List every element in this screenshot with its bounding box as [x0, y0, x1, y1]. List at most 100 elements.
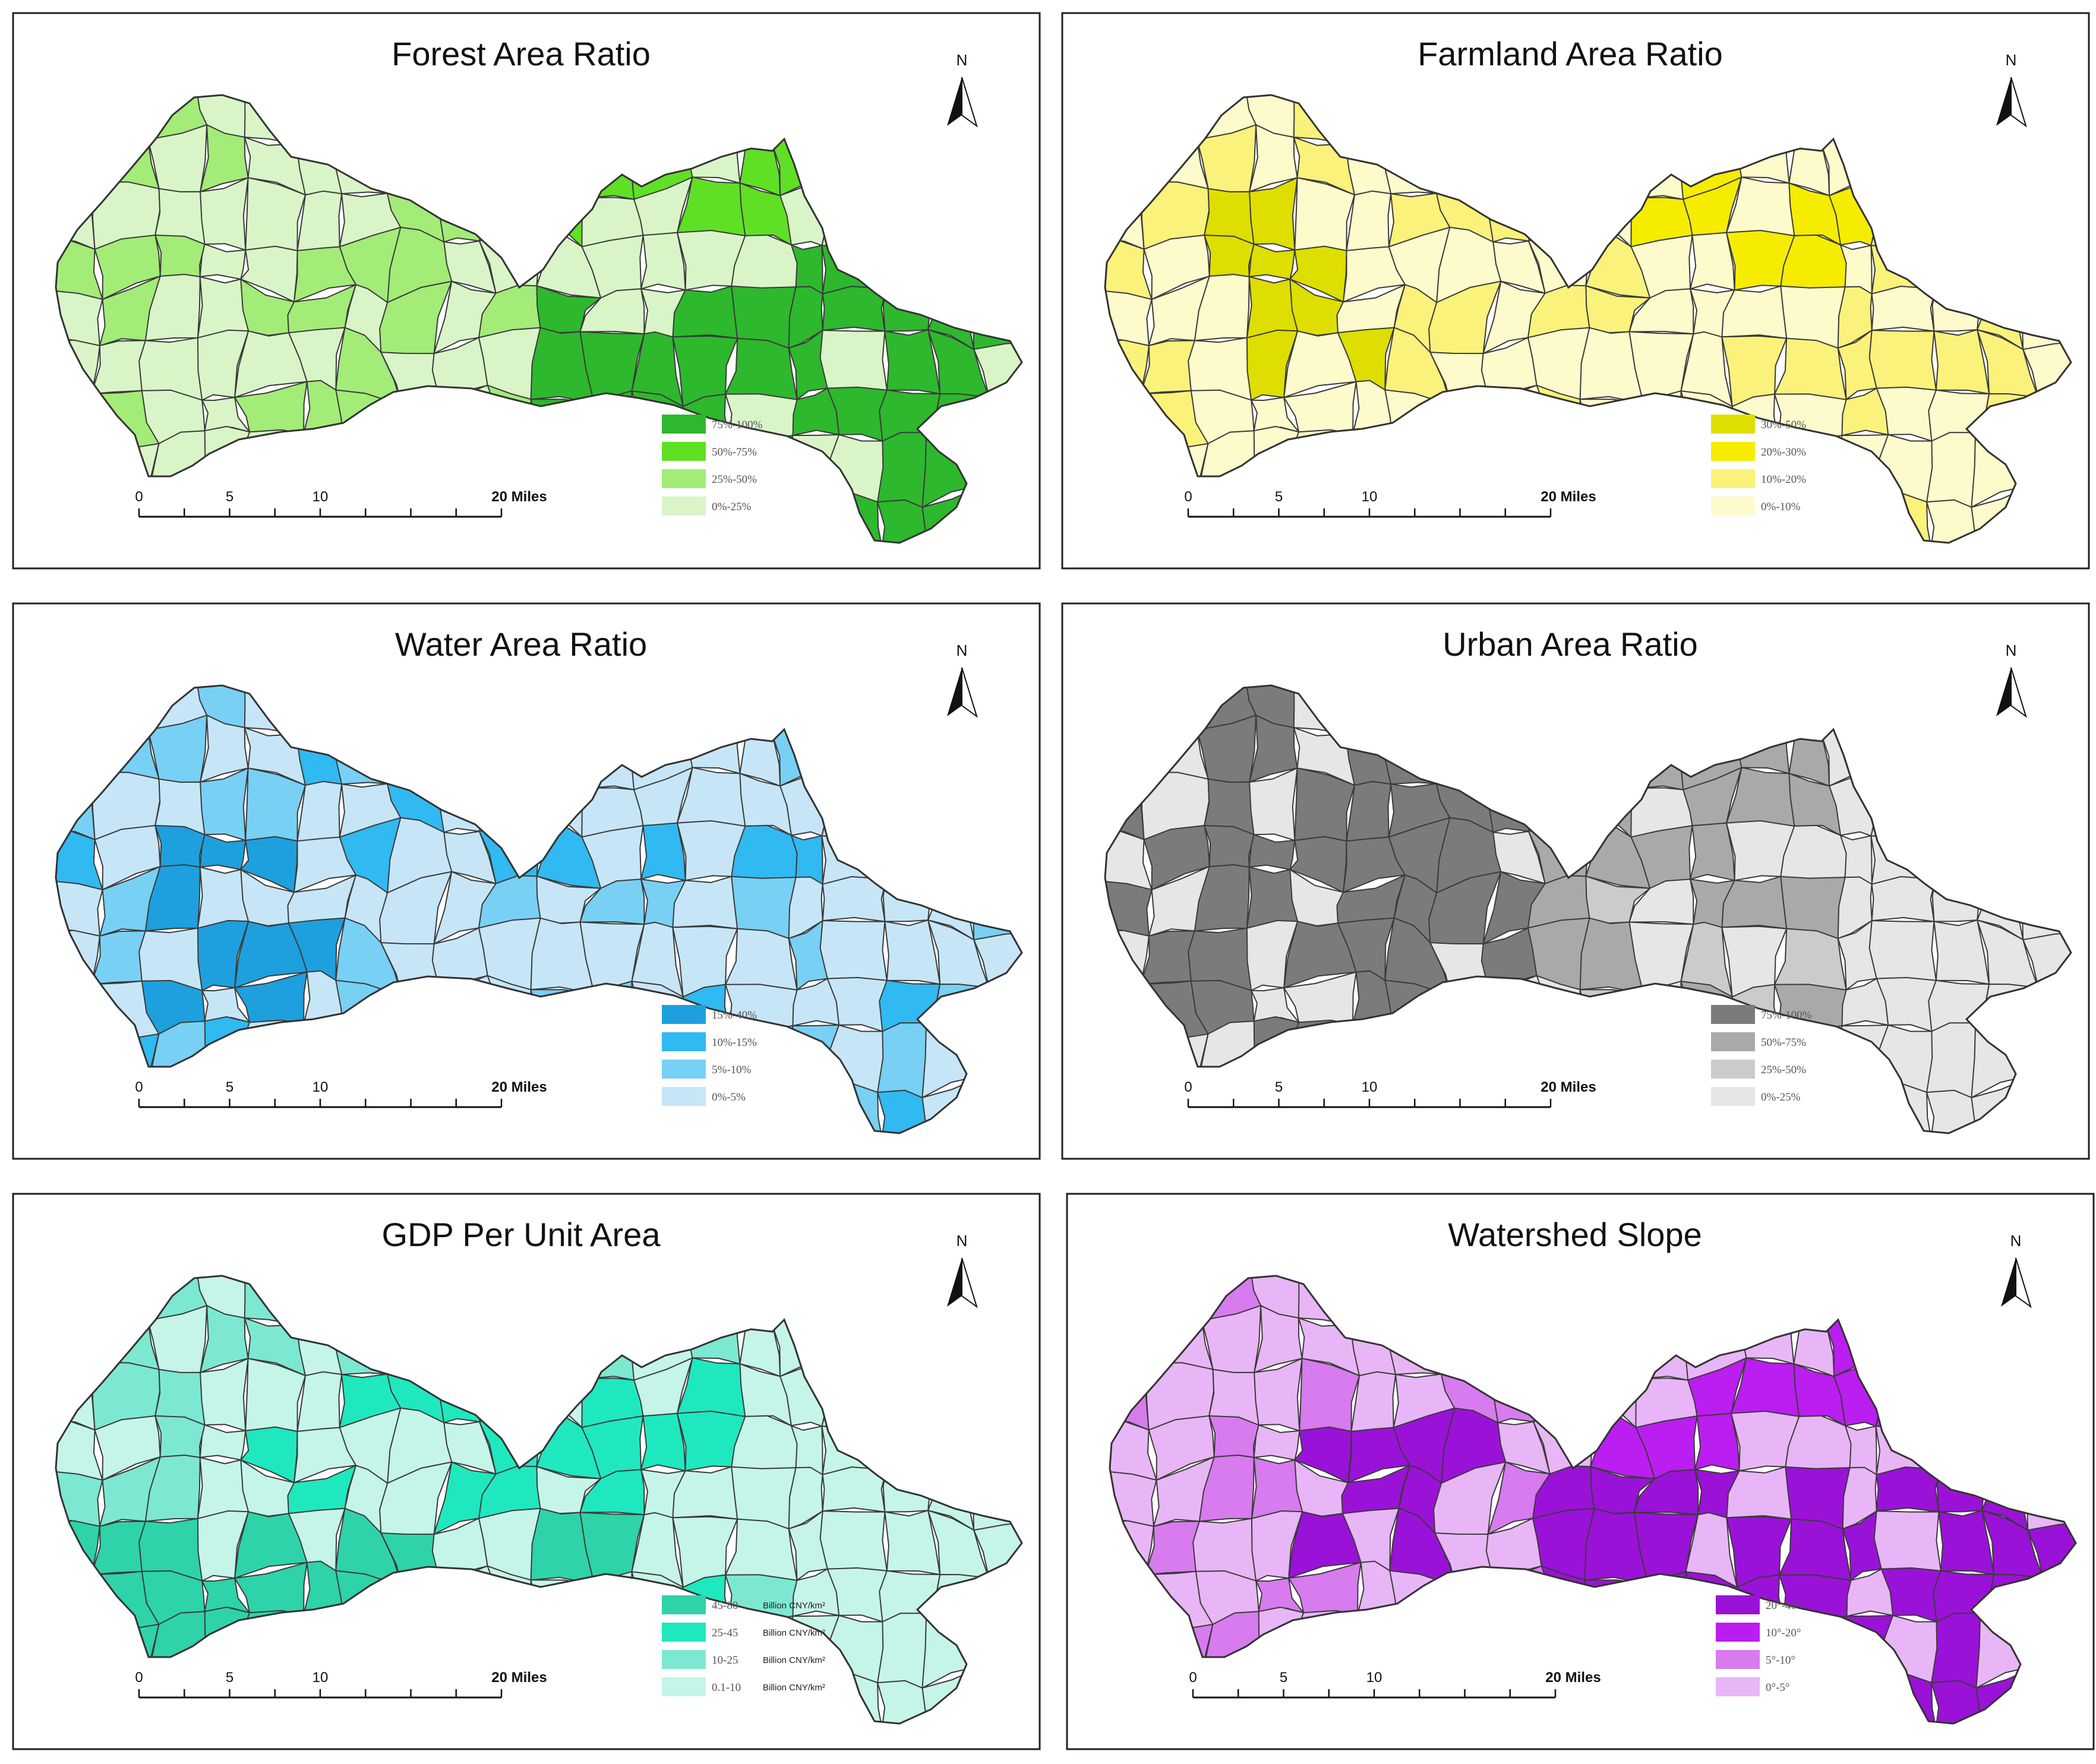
watershed-region: [90, 930, 146, 985]
scale-tick-label: 10: [312, 1670, 329, 1686]
watershed-region: [877, 1613, 930, 1689]
legend-item: 50%-75%: [662, 442, 757, 461]
legend-label: 10°-20°: [1766, 1627, 1801, 1639]
legend-label: 45-80: [712, 1599, 738, 1612]
legend-item: 10%-15%: [662, 1032, 757, 1051]
legend-swatch: [1711, 1087, 1755, 1106]
legend-swatch: [662, 1623, 706, 1642]
legend-label: 50%-75%: [1761, 1036, 1806, 1049]
legend: 45-80 Billion CNY/km² 25-45 Billion CNY/km²…: [662, 1595, 825, 1696]
legend-unit: Billion CNY/km²: [763, 1601, 825, 1611]
legend: 20°-40° 10°-20° 5°-10° 0°-5°: [1716, 1595, 1801, 1696]
legend-item: 5°-10°: [1716, 1650, 1795, 1669]
legend-label: 20%-30%: [1761, 446, 1806, 459]
legend: 75%-100% 50%-75% 25%-50% 0%-25%: [662, 415, 763, 516]
watershed-region: [1873, 1510, 1942, 1572]
north-label: N: [2006, 51, 2017, 69]
watershed-region: [1139, 930, 1195, 985]
legend-item: 25-45 Billion CNY/km²: [662, 1623, 825, 1642]
watershed-region: [877, 1022, 930, 1098]
map-title: Watershed Slope: [1448, 1216, 1702, 1253]
scale-tick-label: 10: [1366, 1670, 1382, 1686]
watershed-region: [1690, 232, 1735, 291]
watershed-region: [154, 1415, 206, 1458]
legend-swatch: [1711, 415, 1755, 434]
legend-label: 5%-10%: [712, 1064, 752, 1076]
legend-swatch: [1711, 1060, 1755, 1079]
legend-swatch: [1711, 442, 1755, 461]
watershed-region: [90, 1520, 146, 1576]
legend-label: 0%-5%: [712, 1091, 746, 1104]
legend-item: 45-80 Billion CNY/km²: [662, 1595, 825, 1614]
legend-label: 0%-25%: [712, 501, 752, 513]
watershed-region: [1204, 234, 1255, 277]
scale-tick-label: 0: [1189, 1670, 1197, 1686]
scale-bar: 0 5 10 20 Miles: [135, 1670, 547, 1699]
legend-swatch: [662, 1677, 706, 1696]
legend-label: 0%-10%: [1761, 501, 1801, 513]
legend-unit: Billion CNY/km²: [763, 1683, 825, 1693]
legend-label: 75%-100%: [1761, 1009, 1812, 1022]
legend-item: 75%-100%: [1711, 1005, 1812, 1024]
scale-tick-label: 5: [1275, 1079, 1283, 1095]
legend-label: 10%-15%: [712, 1036, 757, 1049]
watershed-region: [1208, 1415, 1260, 1458]
watershed-region: [90, 340, 146, 395]
legend-swatch: [662, 1650, 706, 1669]
watershed-region: [1144, 1520, 1200, 1576]
scale-bar: 0 5 10 20 Miles: [1184, 489, 1596, 518]
legend-label: 15%-40%: [712, 1009, 757, 1022]
scale-tick-label: 10: [1362, 1079, 1378, 1095]
legend-label: 50%-75%: [712, 446, 757, 459]
legend-swatch: [662, 1005, 706, 1024]
watershed-region: [819, 920, 888, 981]
legend-item: 0.1-10 Billion CNY/km²: [662, 1677, 825, 1696]
legend-item: 25%-50%: [1711, 1060, 1806, 1079]
scale-tick-label: 20 Miles: [1541, 1079, 1596, 1095]
legend-item: 10-25 Billion CNY/km²: [662, 1650, 825, 1669]
city-boundary: [55, 1275, 1023, 1725]
map-panel-forest: Forest Area Ratio N 75%-100% 50%-75% 25%-50%…: [12, 12, 1041, 570]
scale-bar: 0 5 10 20 Miles: [1189, 1670, 1601, 1699]
scale-tick-label: 20 Miles: [1545, 1670, 1601, 1686]
watershed-region: [877, 432, 930, 508]
scale-tick-label: 0: [1184, 489, 1192, 505]
watershed-region: [154, 824, 206, 868]
scale-bar: 0 5 10 20 Miles: [135, 489, 547, 518]
watershed-region: [819, 330, 888, 391]
legend-swatch: [662, 442, 706, 461]
legend-swatch: [662, 469, 706, 488]
north-label: N: [2006, 641, 2017, 659]
north-label: N: [2010, 1232, 2022, 1250]
legend-item: 0%-10%: [1711, 497, 1801, 516]
legend-label: 20°-40°: [1766, 1599, 1801, 1612]
legend-item: 5%-10%: [662, 1060, 752, 1079]
north-label: N: [957, 1232, 968, 1250]
legend-swatch: [662, 1060, 706, 1079]
legend-swatch: [1711, 497, 1755, 516]
city-boundary: [1109, 1275, 2077, 1725]
watershed-region: [1931, 1613, 1984, 1689]
watershed-region: [1868, 330, 1937, 391]
legend-swatch: [662, 1595, 706, 1614]
scale-tick-label: 5: [226, 1670, 233, 1686]
map-title: GDP Per Unit Area: [382, 1216, 661, 1253]
legend-swatch: [662, 1032, 706, 1051]
legend-label: 0°-5°: [1766, 1681, 1790, 1694]
north-arrow-icon: N: [947, 641, 978, 718]
map-title: Urban Area Ratio: [1442, 625, 1698, 663]
scale-tick-label: 20 Miles: [491, 1670, 547, 1686]
map-panel-slope: Watershed Slope N 20°-40° 10°-20° 5°-10° 0°-5…: [1066, 1193, 2095, 1750]
city-boundary: [55, 94, 1023, 544]
legend-swatch: [1711, 469, 1755, 488]
scale-tick-label: 5: [226, 1079, 233, 1095]
north-arrow-icon: N: [1996, 641, 2027, 718]
legend-swatch: [1716, 1595, 1760, 1614]
legend: 15%-40% 10%-15% 5%-10% 0%-5%: [662, 1005, 757, 1106]
legend-label: 25%-50%: [1761, 1064, 1806, 1076]
scale-tick-label: 20 Miles: [491, 1079, 547, 1095]
scale-tick-label: 5: [1280, 1670, 1287, 1686]
watershed-region: [640, 232, 686, 291]
legend-swatch: [662, 415, 706, 434]
